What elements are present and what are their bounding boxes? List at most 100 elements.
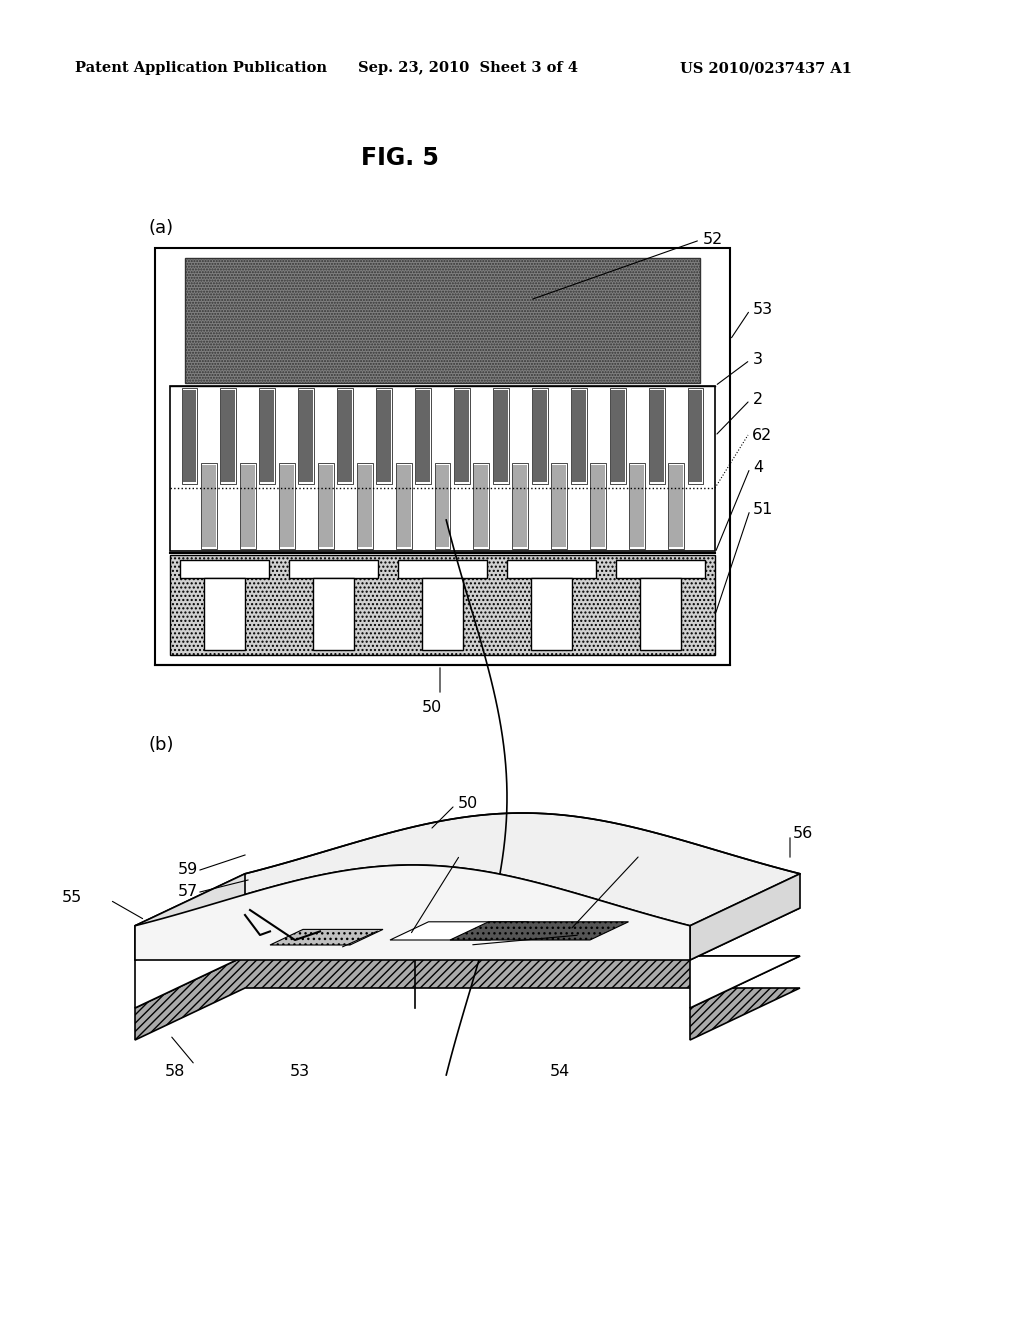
Bar [279, 463, 295, 549]
Bar [474, 465, 488, 546]
Bar [669, 465, 683, 546]
Bar [356, 463, 373, 549]
Bar [289, 560, 378, 578]
Bar [532, 389, 547, 482]
Bar [338, 389, 352, 482]
Text: 57: 57 [178, 884, 198, 899]
Bar [170, 385, 715, 550]
Text: 54: 54 [550, 1064, 570, 1080]
Bar [513, 465, 527, 546]
Bar [434, 463, 451, 549]
Bar [259, 388, 275, 483]
Bar [493, 388, 509, 483]
Bar [615, 560, 706, 578]
Bar [220, 388, 237, 483]
Bar [455, 389, 469, 482]
Text: 60: 60 [643, 846, 664, 861]
Text: 51: 51 [383, 924, 403, 940]
Bar [180, 560, 269, 578]
Polygon shape [135, 908, 800, 1008]
Bar [416, 389, 430, 482]
Bar [610, 389, 625, 482]
Polygon shape [270, 929, 383, 945]
Text: 61: 61 [583, 929, 603, 945]
Bar [512, 463, 528, 549]
Bar [337, 388, 353, 483]
Bar [312, 578, 354, 649]
Bar [649, 389, 664, 482]
Bar [552, 465, 566, 546]
Text: 3: 3 [753, 352, 763, 367]
Bar [640, 578, 681, 649]
Text: 53: 53 [753, 302, 773, 318]
Bar [376, 388, 392, 483]
Bar [571, 389, 586, 482]
Bar [395, 463, 412, 549]
Bar [299, 389, 313, 482]
Bar [435, 465, 450, 546]
Text: 4: 4 [753, 461, 763, 475]
Polygon shape [690, 874, 800, 960]
Bar [591, 465, 605, 546]
Bar [181, 388, 198, 483]
Text: 53: 53 [290, 1064, 310, 1080]
Bar [182, 389, 197, 482]
Bar [687, 388, 703, 483]
Polygon shape [135, 956, 800, 1040]
Bar [668, 463, 684, 549]
Bar [494, 389, 508, 482]
Bar [201, 463, 217, 549]
Bar [415, 388, 431, 483]
Bar [397, 560, 487, 578]
Bar [204, 578, 245, 649]
Bar [260, 389, 274, 482]
Bar [648, 388, 665, 483]
Text: 58: 58 [165, 1064, 185, 1080]
Bar [240, 463, 256, 549]
Bar [318, 465, 333, 546]
Bar [357, 465, 372, 546]
Bar [531, 388, 548, 483]
Polygon shape [135, 865, 690, 960]
Bar [454, 388, 470, 483]
Bar [317, 463, 334, 549]
Bar [221, 389, 236, 482]
Text: 2: 2 [753, 392, 763, 408]
Text: 62: 62 [752, 428, 772, 442]
Text: 59: 59 [178, 862, 198, 878]
Bar [241, 465, 255, 546]
Bar [473, 463, 489, 549]
Bar [688, 389, 702, 482]
Polygon shape [390, 921, 528, 940]
Text: 51: 51 [753, 503, 773, 517]
Bar [155, 248, 730, 665]
Text: 50: 50 [422, 700, 442, 714]
Bar [170, 554, 715, 655]
Bar [507, 560, 596, 578]
Text: Patent Application Publication: Patent Application Publication [75, 61, 327, 75]
Bar [551, 463, 567, 549]
Bar [377, 389, 391, 482]
Text: (b): (b) [148, 737, 173, 754]
Bar [630, 465, 644, 546]
Text: 56: 56 [793, 825, 813, 841]
Bar [530, 578, 572, 649]
Text: US 2010/0237437 A1: US 2010/0237437 A1 [680, 61, 852, 75]
Text: (a): (a) [148, 219, 173, 238]
Text: 52: 52 [703, 232, 723, 248]
Text: 52: 52 [430, 846, 450, 861]
Bar [396, 465, 411, 546]
Bar [298, 388, 314, 483]
Text: 50: 50 [458, 796, 478, 810]
Text: Sep. 23, 2010  Sheet 3 of 4: Sep. 23, 2010 Sheet 3 of 4 [358, 61, 578, 75]
Bar [609, 388, 626, 483]
Bar [185, 257, 700, 383]
Bar [590, 463, 606, 549]
Text: FIG. 5: FIG. 5 [361, 147, 439, 170]
Bar [202, 465, 216, 546]
Bar [280, 465, 294, 546]
Bar [629, 463, 645, 549]
Bar [170, 385, 715, 550]
Text: 55: 55 [61, 891, 82, 906]
Bar [422, 578, 463, 649]
